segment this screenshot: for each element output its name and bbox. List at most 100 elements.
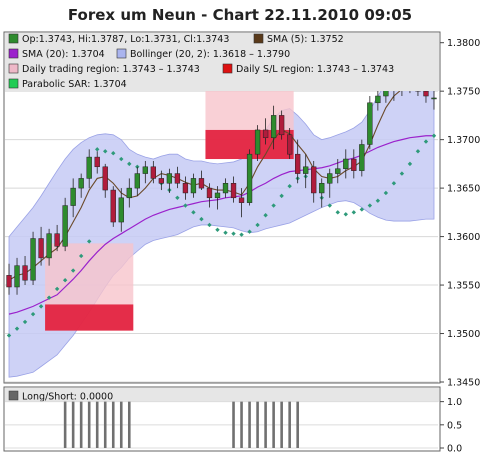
- sar-point: [199, 216, 204, 222]
- candle-body: [150, 166, 156, 179]
- candle-body: [319, 183, 325, 194]
- sar-point: [431, 133, 437, 138]
- sub-legend-label: Long/Short: 0.0000: [22, 392, 113, 403]
- y-tick-label: 1.3700: [447, 135, 480, 146]
- sl-region: [45, 304, 134, 331]
- candle-body: [118, 197, 124, 223]
- candle-body: [94, 156, 100, 168]
- sar-point: [22, 319, 28, 325]
- long-short-bar: [87, 401, 91, 448]
- candle-body: [142, 166, 148, 174]
- legend-swatch: [253, 33, 264, 44]
- legend-swatch: [8, 48, 19, 59]
- long-short-bar: [95, 401, 99, 448]
- sar-point: [95, 147, 100, 152]
- sub-grid: [5, 401, 438, 449]
- candle-body: [126, 187, 132, 199]
- legend-label: Daily trading region: 1.3743 – 1.3743: [22, 64, 200, 75]
- main-y-axis: 1.3450 1.3500 1.3550 1.3600 1.3650 1.3700 1.37…: [440, 38, 480, 389]
- long-short-bar: [119, 401, 123, 448]
- sar-point: [271, 203, 276, 208]
- long-short-bar: [280, 401, 283, 448]
- sar-point: [62, 278, 68, 283]
- sar-point: [239, 232, 244, 237]
- sar-point: [54, 286, 60, 292]
- sar-point: [191, 210, 196, 215]
- candle-body: [230, 183, 237, 199]
- candle-body: [270, 115, 277, 138]
- sar-point: [423, 139, 429, 144]
- candle-body: [182, 183, 189, 194]
- long-short-bar: [296, 401, 299, 448]
- sar-point: [14, 326, 20, 331]
- sar-point: [351, 210, 357, 215]
- candle-body: [287, 134, 293, 155]
- sar-point: [407, 161, 413, 167]
- sar-point: [135, 164, 140, 169]
- long-short-bar: [256, 401, 259, 448]
- long-short-bar: [264, 401, 267, 448]
- candle-body: [367, 102, 373, 145]
- legend-label: Bollinger (20, 2): 1.3618 – 1.3790: [130, 49, 290, 60]
- candle-body: [198, 178, 205, 189]
- sar-point: [383, 190, 389, 196]
- candle-body: [303, 166, 309, 174]
- sub-y-tick-label: 1.0: [447, 397, 462, 408]
- candle-body: [262, 129, 269, 138]
- y-tick-label: 1.3650: [447, 184, 480, 195]
- legend-label: Daily S/L region: 1.3743 – 1.3743: [236, 64, 394, 75]
- candle-body: [134, 173, 140, 189]
- sub-legend-swatch: [8, 390, 19, 401]
- candle-body: [166, 173, 173, 184]
- long-short-bars: [63, 401, 299, 448]
- sar-point: [183, 203, 188, 208]
- sar-point: [207, 222, 212, 228]
- bollinger-area: [8, 51, 435, 378]
- candle-body: [222, 183, 229, 194]
- candle-body: [14, 265, 20, 288]
- candle-body: [70, 187, 76, 206]
- long-short-bar: [232, 401, 235, 448]
- legend-swatch: [8, 63, 19, 74]
- candle-body: [22, 265, 28, 281]
- sar-point: [215, 227, 220, 232]
- y-tick-label: 1.3800: [447, 38, 480, 49]
- long-short-bar: [111, 401, 115, 448]
- legend-box: [5, 33, 439, 91]
- candle-body: [30, 238, 36, 281]
- sar-point: [30, 311, 36, 317]
- bollinger-band: [8, 51, 435, 378]
- sar-point: [231, 231, 236, 236]
- candle-body: [214, 192, 221, 199]
- sub-y-tick-label: 0.5: [447, 420, 462, 431]
- sar-point: [255, 222, 260, 228]
- legend: Op:1.3743, Hi:1.3787, Lo:1.3731, Cl:1.37…: [8, 33, 394, 90]
- long-short-bar: [248, 401, 251, 448]
- sar-point: [287, 183, 292, 189]
- y-tick-label: 1.3600: [447, 232, 480, 243]
- long-short-bar: [71, 401, 75, 448]
- candle-body: [38, 238, 44, 259]
- candle-body: [174, 173, 181, 184]
- candle-body: [295, 153, 301, 174]
- candle-body: [254, 129, 261, 155]
- candle-body: [206, 187, 213, 199]
- candle-body: [190, 178, 197, 194]
- sar-point: [175, 195, 180, 201]
- sub-y-tick-label: 0.0: [447, 444, 462, 455]
- y-tick-label: 1.3450: [447, 378, 480, 389]
- candle-body: [78, 178, 84, 189]
- long-short-bar: [240, 401, 243, 448]
- legend-label: Parabolic SAR: 1.3704: [22, 79, 127, 90]
- sar-point: [391, 181, 397, 186]
- sar-point: [327, 203, 332, 208]
- candle-body: [46, 233, 52, 259]
- sar-point: [279, 193, 284, 199]
- candle-body: [431, 97, 437, 100]
- candle-body: [110, 189, 116, 223]
- sar-point: [78, 253, 84, 259]
- long-short-bar: [103, 401, 107, 448]
- candle-body: [311, 166, 317, 194]
